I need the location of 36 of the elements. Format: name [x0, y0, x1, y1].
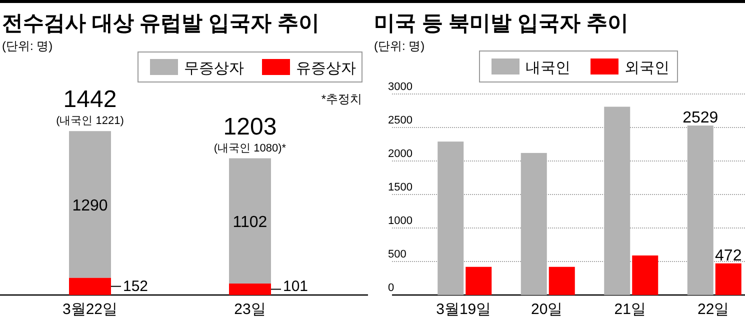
text: *추정치 — [321, 92, 362, 106]
y-tick-label: 2500 — [388, 114, 412, 126]
legend-label: 유증상자 — [296, 60, 356, 77]
chart-title: 미국 등 북미발 입국자 추이 — [374, 12, 628, 35]
data-label: 101 — [283, 278, 308, 295]
legend-label: 내국인 — [526, 60, 570, 76]
data-label: 152 — [123, 278, 148, 295]
bar — [229, 284, 271, 295]
data-label: 2529 — [682, 110, 718, 127]
bar — [69, 131, 111, 278]
bar — [229, 158, 271, 284]
data-label: 472 — [715, 247, 742, 264]
annotation: (내국인 1080)* — [214, 142, 287, 154]
legend-label: 무증상자 — [184, 60, 244, 77]
y-tick-label: 1000 — [388, 215, 412, 227]
data-label: 1102 — [232, 214, 268, 231]
y-tick-label: 2000 — [388, 148, 412, 160]
x-tick-label: 23일 — [234, 301, 266, 318]
y-tick-label: 500 — [388, 248, 406, 260]
y-tick-label: 0 — [388, 282, 394, 294]
annotation: (내국인 1221) — [56, 115, 124, 128]
x-tick-label: 20일 — [531, 301, 563, 318]
chart-subtitle: (단위: 명) — [374, 39, 425, 53]
x-tick-label: 22일 — [698, 301, 730, 318]
total-label: 1442 — [63, 86, 117, 114]
x-tick-label: 21일 — [614, 301, 646, 318]
data-label: 1290 — [72, 197, 108, 214]
bar — [69, 278, 111, 295]
x-tick-label: 3월19일 — [436, 301, 492, 318]
y-tick-label: 3000 — [388, 81, 412, 93]
chart-subtitle: (단위: 명) — [2, 39, 53, 53]
total-label: 1203 — [223, 113, 277, 140]
x-tick-label: 3월22일 — [62, 301, 118, 318]
legend-label: 외국인 — [624, 60, 670, 76]
chart-title: 전수검사 대상 유럽발 입국자 추이 — [2, 12, 320, 35]
y-tick-label: 1500 — [388, 182, 412, 194]
